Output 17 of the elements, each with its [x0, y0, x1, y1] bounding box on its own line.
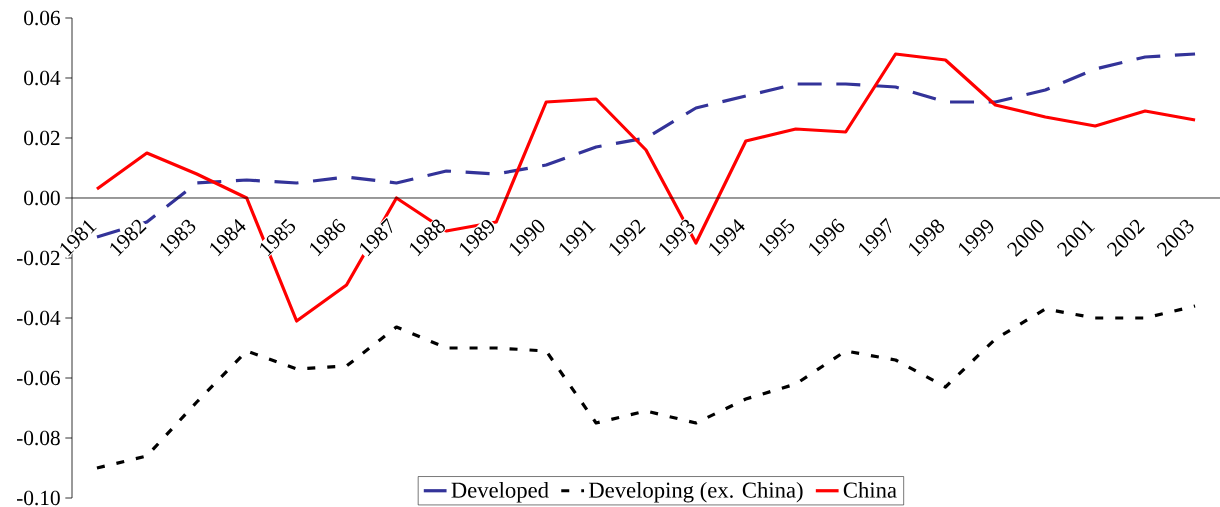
line-series: [95, 52, 1197, 323]
y-tick-label: 0.02: [24, 130, 60, 146]
y-tick-label: 0.04: [24, 70, 61, 86]
y-tick-label: 0.00: [24, 190, 60, 206]
x-tick-label: 1991: [559, 220, 596, 257]
y-tick-label: -0.02: [16, 250, 60, 266]
y-tick-label: 0.06: [24, 10, 60, 26]
legend-label: Developed: [451, 481, 549, 503]
y-tick-label: -0.06: [16, 370, 60, 386]
y-tick-label: -0.10: [16, 490, 60, 506]
y-tick-label: -0.04: [16, 310, 61, 326]
line-series: [95, 304, 1197, 470]
x-tick-label: 1981: [60, 220, 97, 257]
legend-label: Developing (ex. China): [588, 481, 803, 503]
y-tick-label: -0.08: [16, 430, 60, 446]
x-tick-label: 1989: [459, 219, 495, 257]
legend-label: China: [843, 481, 897, 498]
